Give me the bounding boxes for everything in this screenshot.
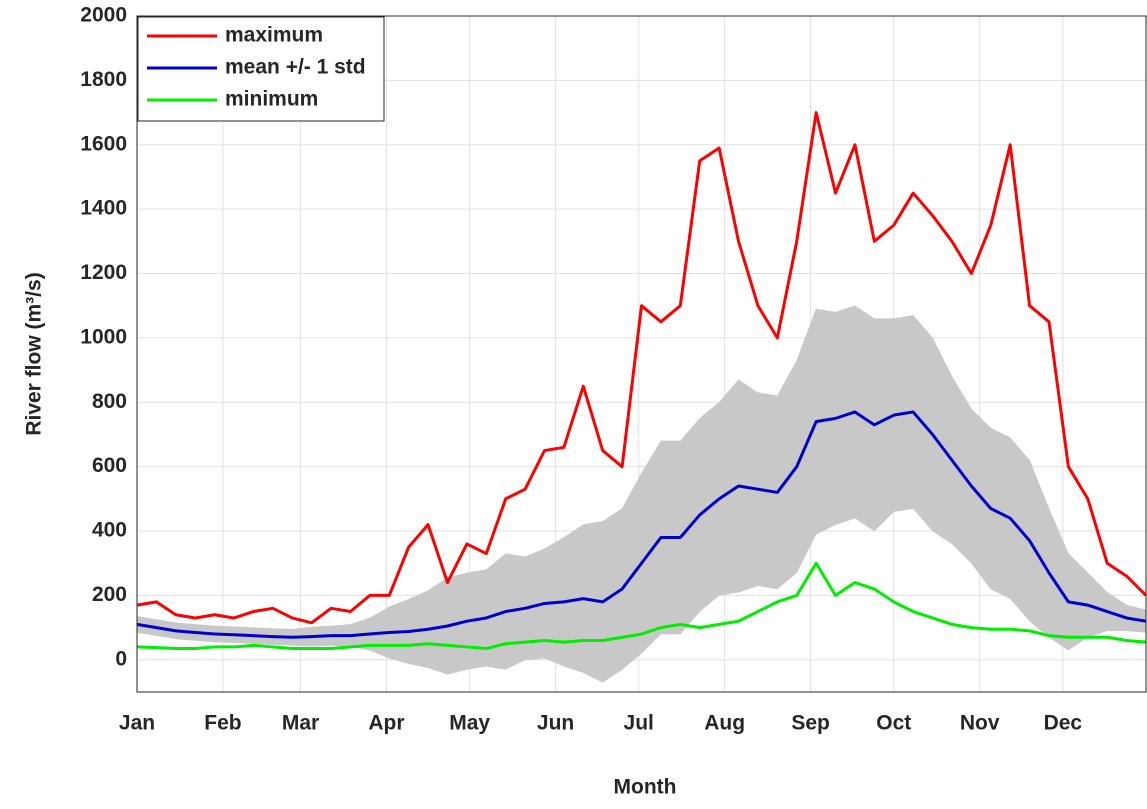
x-axis-label: Month xyxy=(614,776,677,799)
x-tick-label: Mar xyxy=(282,712,319,735)
x-tick-label: Jan xyxy=(119,712,155,735)
x-tick-label: May xyxy=(449,712,490,735)
std-band xyxy=(951,375,972,564)
y-tick-label: 400 xyxy=(92,519,127,542)
series-line xyxy=(136,561,1147,651)
std-band xyxy=(932,337,953,545)
y-axis-label: River flow (m³/s) xyxy=(23,272,46,435)
y-tick-label: 1600 xyxy=(80,132,127,155)
plot-frame xyxy=(136,15,1147,693)
y-tick-label: 0 xyxy=(115,647,127,670)
series-line xyxy=(136,111,1147,625)
x-tick-label: Nov xyxy=(960,712,1000,735)
x-tick-label: Jul xyxy=(624,712,654,735)
std-band xyxy=(621,472,642,670)
legend-label: maximum xyxy=(225,24,323,47)
y-tick-label: 600 xyxy=(92,454,127,477)
y-tick-label: 200 xyxy=(92,583,127,606)
x-tick-label: Oct xyxy=(876,712,911,735)
x-tick-label: Dec xyxy=(1044,712,1083,735)
std-band xyxy=(1029,460,1050,638)
legend-label: minimum xyxy=(225,88,318,111)
y-tick-label: 2000 xyxy=(80,4,127,27)
x-tick-label: Jun xyxy=(537,712,574,735)
y-tick-label: 1800 xyxy=(80,68,127,91)
y-tick-label: 800 xyxy=(92,390,127,413)
y-tick-label: 1200 xyxy=(80,261,127,284)
legend-label: mean +/- 1 std xyxy=(225,56,366,79)
x-tick-label: Aug xyxy=(704,712,745,735)
std-band xyxy=(641,440,662,654)
series-line xyxy=(136,410,1147,639)
x-tick-label: Apr xyxy=(368,712,404,735)
y-tick-label: 1400 xyxy=(80,197,127,220)
x-tick-label: Sep xyxy=(791,712,830,735)
std-band xyxy=(777,360,797,590)
x-tick-label: Feb xyxy=(204,712,241,735)
y-tick-label: 1000 xyxy=(80,325,127,348)
